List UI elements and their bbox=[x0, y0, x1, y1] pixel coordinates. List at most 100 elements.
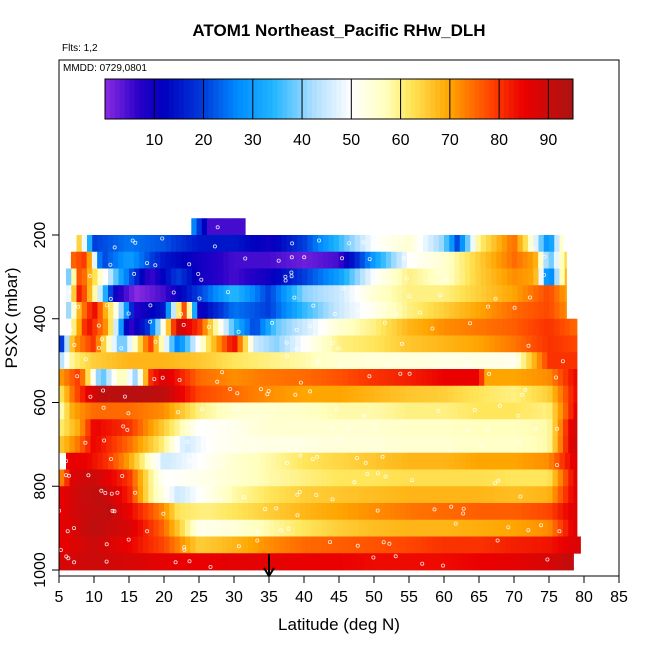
heatmap-cell bbox=[536, 503, 543, 521]
heatmap-cell bbox=[354, 318, 361, 336]
heatmap-cell bbox=[389, 536, 396, 554]
colorbar-segment bbox=[228, 79, 234, 119]
heatmap-cell bbox=[164, 469, 170, 487]
heatmap-cell bbox=[137, 402, 144, 420]
heatmap-cell bbox=[489, 536, 496, 554]
heatmap-cell bbox=[249, 318, 256, 336]
heatmap-cell bbox=[207, 235, 214, 253]
heatmap-cell bbox=[423, 285, 429, 303]
heatmap-cell bbox=[360, 268, 366, 286]
heatmap-cell bbox=[489, 553, 496, 571]
heatmap-cell bbox=[253, 536, 259, 554]
heatmap-cell bbox=[473, 519, 480, 537]
heatmap-cell bbox=[381, 268, 387, 286]
heatmap-cell bbox=[192, 235, 198, 253]
heatmap-cell bbox=[363, 385, 370, 403]
heatmap-cell bbox=[201, 218, 208, 236]
heatmap-cell bbox=[391, 452, 398, 470]
heatmap-cell bbox=[557, 369, 564, 387]
colorbar-segment bbox=[474, 79, 480, 119]
heatmap-cell bbox=[552, 536, 559, 554]
heatmap-cell bbox=[305, 335, 312, 353]
heatmap-cell bbox=[452, 553, 459, 571]
heatmap-cell bbox=[526, 369, 532, 387]
x-tick-label: 45 bbox=[330, 589, 348, 606]
heatmap-cell bbox=[344, 268, 350, 286]
heatmap-cell bbox=[438, 235, 445, 253]
heatmap-cell bbox=[97, 452, 104, 470]
heatmap-cell bbox=[458, 469, 464, 487]
heatmap-cell bbox=[353, 503, 359, 521]
heatmap-cell bbox=[538, 318, 545, 336]
heatmap-cell bbox=[305, 385, 312, 403]
observation-point bbox=[67, 290, 72, 295]
heatmap-cell bbox=[279, 469, 286, 487]
heatmap-cell bbox=[318, 268, 324, 286]
heatmap-cell bbox=[437, 536, 443, 554]
colorbar-segment bbox=[311, 79, 318, 119]
heatmap-cell bbox=[270, 251, 277, 269]
heatmap-cell bbox=[412, 235, 419, 253]
heatmap-cell bbox=[179, 369, 186, 387]
heatmap-cell bbox=[185, 352, 191, 370]
heatmap-cell bbox=[522, 235, 529, 253]
heatmap-cell bbox=[559, 251, 565, 269]
heatmap-cell bbox=[475, 285, 482, 303]
heatmap-cell bbox=[473, 402, 480, 420]
heatmap-cell bbox=[326, 385, 333, 403]
heatmap-cell bbox=[95, 536, 102, 554]
heatmap-cell bbox=[557, 402, 564, 420]
heatmap-cell bbox=[400, 469, 406, 487]
heatmap-cell bbox=[374, 553, 380, 571]
heatmap-cell bbox=[190, 385, 196, 403]
heatmap-cell bbox=[274, 369, 280, 387]
heatmap-cell bbox=[468, 519, 475, 537]
heatmap-cell bbox=[557, 553, 564, 571]
heatmap-cell bbox=[491, 302, 497, 320]
heatmap-cell bbox=[531, 436, 538, 454]
heatmap-cell bbox=[143, 486, 149, 504]
heatmap-cell bbox=[321, 385, 328, 403]
heatmap-cell bbox=[228, 235, 235, 253]
heatmap-cell bbox=[365, 452, 371, 470]
heatmap-cell bbox=[433, 318, 440, 336]
heatmap-cell bbox=[500, 469, 506, 487]
heatmap-cell bbox=[321, 519, 328, 537]
heatmap-cell bbox=[428, 452, 434, 470]
heatmap-cell bbox=[248, 436, 254, 454]
heatmap-cell bbox=[395, 402, 401, 420]
heatmap-cell bbox=[228, 318, 235, 336]
heatmap-cell bbox=[543, 235, 550, 253]
heatmap-cell bbox=[542, 536, 548, 554]
heatmap-cell bbox=[249, 302, 256, 320]
heatmap-cell bbox=[269, 369, 275, 387]
heatmap-cell bbox=[470, 285, 476, 303]
heatmap-cell bbox=[316, 369, 322, 387]
heatmap-cell bbox=[85, 335, 91, 353]
colorbar-segment bbox=[292, 79, 298, 119]
heatmap-cell bbox=[111, 486, 118, 504]
heatmap-cell bbox=[510, 469, 517, 487]
heatmap-cell bbox=[258, 553, 265, 571]
heatmap-cell bbox=[452, 419, 459, 437]
heatmap-cell bbox=[316, 335, 322, 353]
heatmap-cell bbox=[195, 536, 202, 554]
heatmap-cell bbox=[295, 553, 301, 571]
colorbar-segment bbox=[203, 79, 209, 119]
heatmap-cell bbox=[507, 235, 513, 253]
heatmap-cell bbox=[197, 452, 203, 470]
heatmap-cell bbox=[426, 335, 433, 353]
heatmap-cell bbox=[85, 553, 91, 571]
heatmap-cell bbox=[536, 335, 543, 353]
heatmap-cell bbox=[158, 553, 165, 571]
heatmap-cell bbox=[312, 452, 319, 470]
colorbar-segment bbox=[375, 79, 382, 119]
heatmap-cell bbox=[389, 553, 396, 571]
observation-point bbox=[242, 495, 247, 500]
heatmap-cell bbox=[454, 235, 461, 253]
heatmap-cell bbox=[232, 536, 238, 554]
heatmap-cell bbox=[164, 369, 170, 387]
heatmap-cell bbox=[263, 519, 270, 537]
heatmap-cell bbox=[363, 486, 370, 504]
heatmap-cell bbox=[206, 553, 212, 571]
